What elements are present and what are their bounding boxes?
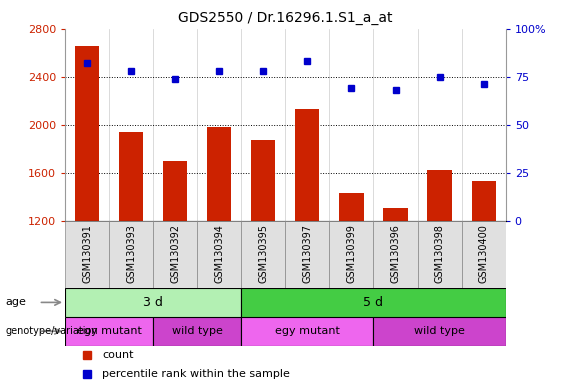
Bar <box>153 317 241 346</box>
Bar <box>472 181 496 221</box>
Text: egy mutant: egy mutant <box>77 326 141 336</box>
Bar <box>65 288 241 317</box>
Bar <box>340 193 363 221</box>
Bar <box>428 170 451 221</box>
Bar <box>295 109 319 221</box>
Bar <box>384 208 407 221</box>
Title: GDS2550 / Dr.16296.1.S1_a_at: GDS2550 / Dr.16296.1.S1_a_at <box>178 11 393 25</box>
Text: GSM130397: GSM130397 <box>302 224 312 283</box>
Text: 5 d: 5 d <box>363 296 384 309</box>
Bar <box>241 288 506 317</box>
Text: GSM130396: GSM130396 <box>390 224 401 283</box>
Text: GSM130391: GSM130391 <box>82 224 92 283</box>
Text: GSM130393: GSM130393 <box>126 224 136 283</box>
Text: 3 d: 3 d <box>143 296 163 309</box>
Bar <box>241 221 285 288</box>
Text: wild type: wild type <box>172 326 223 336</box>
Text: GSM130394: GSM130394 <box>214 224 224 283</box>
Bar <box>65 317 153 346</box>
Text: wild type: wild type <box>414 326 465 336</box>
Bar <box>153 221 197 288</box>
Bar <box>197 221 241 288</box>
Bar <box>251 141 275 221</box>
Bar <box>207 127 231 221</box>
Text: age: age <box>6 297 27 308</box>
Bar <box>329 221 373 288</box>
Bar <box>418 221 462 288</box>
Bar <box>65 221 109 288</box>
Text: GSM130395: GSM130395 <box>258 224 268 283</box>
Bar <box>373 221 418 288</box>
Bar <box>285 221 329 288</box>
Text: count: count <box>102 350 134 360</box>
Bar <box>119 132 143 221</box>
Bar <box>109 221 153 288</box>
Text: GSM130392: GSM130392 <box>170 224 180 283</box>
Bar <box>373 317 506 346</box>
Text: percentile rank within the sample: percentile rank within the sample <box>102 369 290 379</box>
Bar <box>241 317 373 346</box>
Bar <box>75 46 99 221</box>
Bar <box>462 221 506 288</box>
Text: GSM130398: GSM130398 <box>434 224 445 283</box>
Text: genotype/variation: genotype/variation <box>6 326 98 336</box>
Bar <box>163 161 187 221</box>
Text: egy mutant: egy mutant <box>275 326 340 336</box>
Text: GSM130399: GSM130399 <box>346 224 357 283</box>
Text: GSM130400: GSM130400 <box>479 224 489 283</box>
